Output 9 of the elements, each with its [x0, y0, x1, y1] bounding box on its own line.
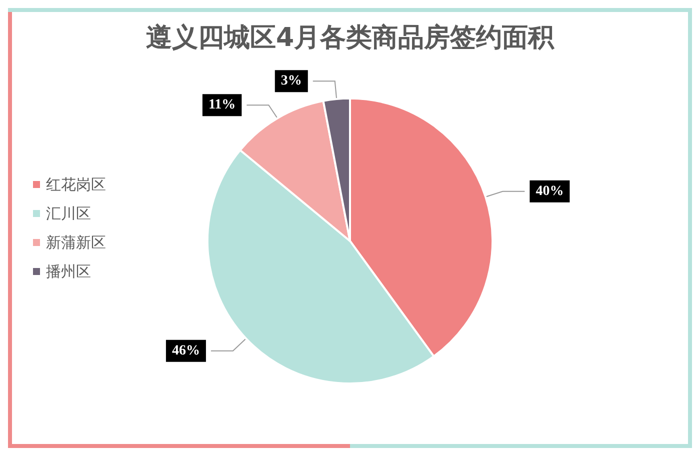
chart-title: 遵义四城区4月各类商品房签约面积: [146, 23, 556, 53]
legend-label: 红花岗区: [46, 176, 106, 194]
data-label: 40%: [536, 184, 564, 199]
legend-label: 汇川区: [46, 204, 91, 222]
data-label: 11%: [208, 98, 236, 113]
legend-label: 新蒲新区: [46, 234, 106, 252]
data-label: 46%: [172, 343, 200, 358]
data-label: 3%: [280, 74, 302, 89]
legend-label: 播州区: [46, 262, 91, 280]
